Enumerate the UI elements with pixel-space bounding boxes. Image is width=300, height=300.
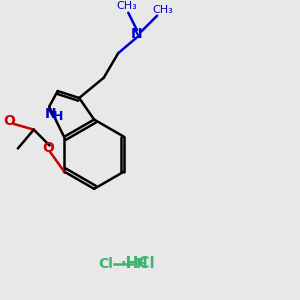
Text: CH₃: CH₃	[116, 1, 137, 10]
Text: N: N	[131, 27, 143, 41]
Text: Cl: Cl	[98, 257, 113, 271]
Text: CH₃: CH₃	[153, 5, 173, 15]
Text: ·HCl: ·HCl	[120, 256, 155, 272]
Text: H: H	[136, 257, 148, 271]
Text: O: O	[3, 114, 15, 128]
Text: N: N	[45, 107, 56, 121]
Text: O: O	[42, 141, 54, 155]
Text: H: H	[52, 110, 63, 123]
